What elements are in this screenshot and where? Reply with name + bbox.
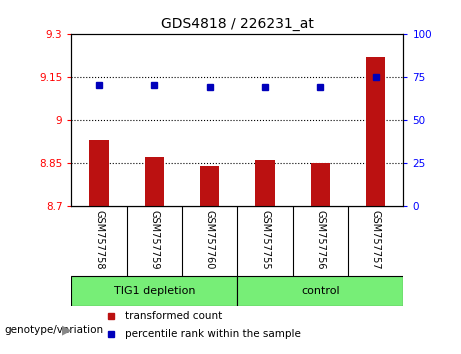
Text: percentile rank within the sample: percentile rank within the sample bbox=[124, 329, 301, 339]
Bar bbox=[311, 163, 330, 206]
Bar bbox=[89, 140, 109, 206]
Text: GSM757755: GSM757755 bbox=[260, 210, 270, 269]
Text: GSM757757: GSM757757 bbox=[371, 210, 381, 269]
Text: GSM757759: GSM757759 bbox=[149, 210, 160, 269]
Bar bbox=[255, 160, 275, 206]
Bar bbox=[71, 276, 237, 306]
Bar bbox=[237, 276, 403, 306]
Title: GDS4818 / 226231_at: GDS4818 / 226231_at bbox=[161, 17, 314, 31]
Text: GSM757756: GSM757756 bbox=[315, 210, 325, 269]
Text: ▶: ▶ bbox=[62, 324, 72, 336]
Text: control: control bbox=[301, 286, 340, 296]
Bar bbox=[200, 166, 219, 206]
Bar bbox=[366, 57, 385, 206]
Text: GSM757758: GSM757758 bbox=[94, 210, 104, 269]
Text: GSM757760: GSM757760 bbox=[205, 210, 215, 269]
Text: transformed count: transformed count bbox=[124, 311, 222, 321]
Bar bbox=[145, 157, 164, 206]
Text: genotype/variation: genotype/variation bbox=[5, 325, 104, 335]
Text: TIG1 depletion: TIG1 depletion bbox=[114, 286, 195, 296]
